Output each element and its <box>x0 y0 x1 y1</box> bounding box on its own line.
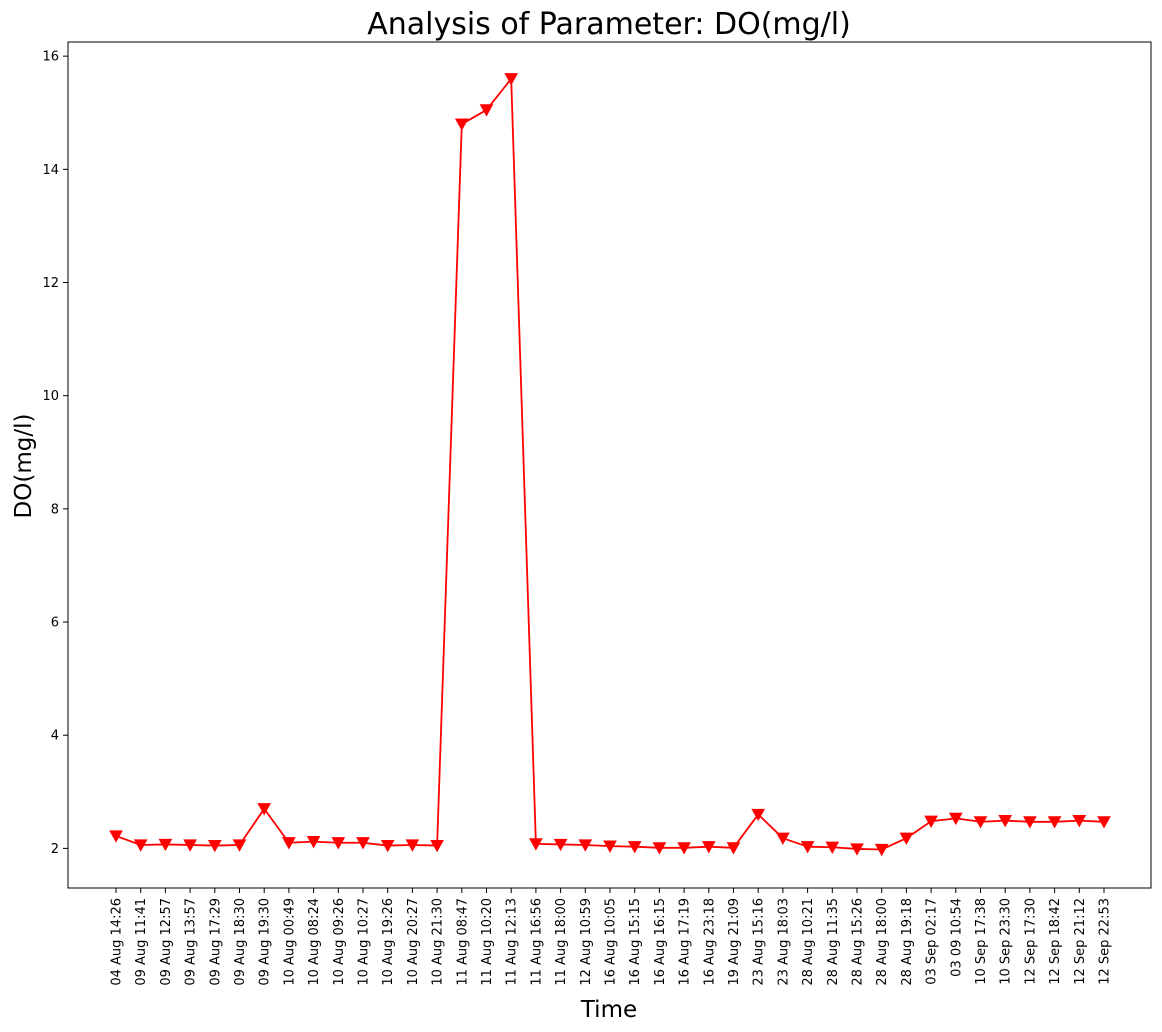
y-tick-label: 6 <box>51 616 59 631</box>
data-point-marker <box>652 842 667 855</box>
data-point-marker <box>1072 815 1087 828</box>
data-point-marker <box>282 837 296 850</box>
data-point-marker <box>257 803 272 816</box>
data-point-marker <box>306 835 321 849</box>
y-tick-label: 8 <box>51 502 59 517</box>
x-tick-label: 09 Aug 19:30 <box>258 898 273 986</box>
y-tick-label: 2 <box>51 842 59 857</box>
x-tick-label: 10 Aug 10:27 <box>357 898 372 986</box>
x-tick-label: 23 Aug 18:03 <box>776 898 791 986</box>
x-tick-label: 28 Aug 19:18 <box>900 898 915 986</box>
y-tick-label: 4 <box>51 729 59 744</box>
data-point-marker <box>825 841 840 854</box>
x-tick-label: 28 Aug 11:35 <box>826 898 841 986</box>
y-axis-label: DO(mg/l) <box>11 414 37 519</box>
x-tick-label: 10 Aug 21:30 <box>431 898 446 986</box>
x-tick-label: 10 Aug 20:27 <box>406 898 421 986</box>
x-tick-label: 28 Aug 15:26 <box>851 898 866 986</box>
data-point-marker <box>356 837 370 850</box>
x-tick-label: 11 Aug 10:20 <box>480 898 495 986</box>
x-tick-label: 16 Aug 17:19 <box>678 898 693 986</box>
data-point-marker <box>1097 816 1111 829</box>
data-point-marker <box>776 832 790 845</box>
data-point-marker <box>1047 816 1062 829</box>
data-point-marker <box>109 830 123 843</box>
x-tick-label: 16 Aug 15:15 <box>628 898 643 986</box>
x-tick-label: 03 Sep 02:17 <box>925 898 940 985</box>
x-tick-label: 10 Sep 23:30 <box>999 898 1014 985</box>
x-tick-label: 11 Aug 08:47 <box>455 898 470 986</box>
x-tick-label: 11 Aug 12:13 <box>505 898 520 986</box>
data-point-marker <box>529 838 543 851</box>
x-tick-label: 16 Aug 16:15 <box>653 898 668 986</box>
x-tick-label: 09 Aug 11:41 <box>134 898 149 986</box>
data-point-marker <box>948 812 963 826</box>
x-tick-label: 12 Sep 18:42 <box>1048 898 1063 985</box>
data-point-marker <box>701 841 716 854</box>
x-tick-label: 19 Aug 21:09 <box>727 898 742 986</box>
data-point-marker <box>380 839 395 853</box>
x-tick-label: 12 Aug 10:59 <box>579 898 594 986</box>
x-tick-label: 12 Sep 22:53 <box>1098 898 1113 985</box>
data-point-marker <box>998 815 1013 828</box>
data-point-marker <box>479 104 494 117</box>
data-point-marker <box>850 843 864 856</box>
data-point-marker <box>504 73 519 86</box>
chart-title: Analysis of Parameter: DO(mg/l) <box>367 7 851 42</box>
data-point-marker <box>331 837 346 850</box>
data-point-marker <box>603 840 617 853</box>
data-point-marker <box>800 841 815 854</box>
data-point-marker <box>874 843 889 857</box>
data-point-marker <box>207 839 222 853</box>
data-point-marker <box>627 841 642 854</box>
x-tick-label: 10 Aug 19:26 <box>381 898 396 986</box>
y-tick-label: 16 <box>42 50 59 65</box>
data-point-marker <box>232 839 247 852</box>
x-tick-label: 04 Aug 14:26 <box>110 898 125 986</box>
data-point-marker <box>751 808 766 822</box>
x-tick-label: 23 Aug 15:16 <box>752 898 767 986</box>
x-tick-label: 10 Sep 17:38 <box>974 898 989 985</box>
y-tick-label: 12 <box>42 276 59 291</box>
x-tick-label: 09 Aug 17:29 <box>208 898 223 986</box>
x-tick-label: 09 Aug 18:30 <box>233 898 248 986</box>
x-tick-label: 28 Aug 10:21 <box>801 898 816 986</box>
x-tick-label: 28 Aug 18:00 <box>875 898 890 986</box>
y-tick-label: 10 <box>42 389 59 404</box>
data-point-marker <box>430 839 444 853</box>
data-point-marker <box>899 832 914 845</box>
x-tick-label: 16 Aug 10:05 <box>604 898 619 986</box>
data-point-marker <box>677 842 691 855</box>
data-point-marker <box>973 816 988 829</box>
x-tick-label: 09 Aug 12:57 <box>159 898 174 986</box>
x-axis-label: Time <box>580 997 637 1023</box>
y-tick-label: 14 <box>42 163 59 178</box>
data-point-marker <box>158 838 173 852</box>
data-point-marker <box>405 839 420 852</box>
data-point-marker <box>1023 816 1037 829</box>
data-point-marker <box>924 815 938 828</box>
x-tick-label: 03 09 10:54 <box>949 898 964 977</box>
plot-area: 2 4 6 8 10 12 14 16 04 Aug 14:26 09 Aug 11:41 09 A… <box>42 41 1152 986</box>
data-point-marker <box>553 838 568 852</box>
data-point-marker <box>726 842 741 855</box>
data-point-marker <box>133 839 148 852</box>
x-tick-label: 10 Aug 08:24 <box>307 898 322 986</box>
x-tick-label: 09 Aug 13:57 <box>184 898 199 986</box>
data-point-marker <box>454 118 469 131</box>
x-tick-label: 10 Aug 00:49 <box>282 898 297 986</box>
x-tick-label: 11 Aug 16:56 <box>529 898 544 986</box>
x-tick-label: 16 Aug 23:18 <box>702 898 717 986</box>
data-point-marker <box>183 839 197 852</box>
data-point-marker <box>578 839 593 852</box>
x-tick-label: 10 Aug 09:26 <box>332 898 347 986</box>
x-tick-label: 12 Sep 17:30 <box>1023 898 1038 985</box>
x-tick-label: 11 Aug 18:00 <box>554 898 569 986</box>
x-tick-label: 12 Sep 21:12 <box>1073 898 1088 985</box>
